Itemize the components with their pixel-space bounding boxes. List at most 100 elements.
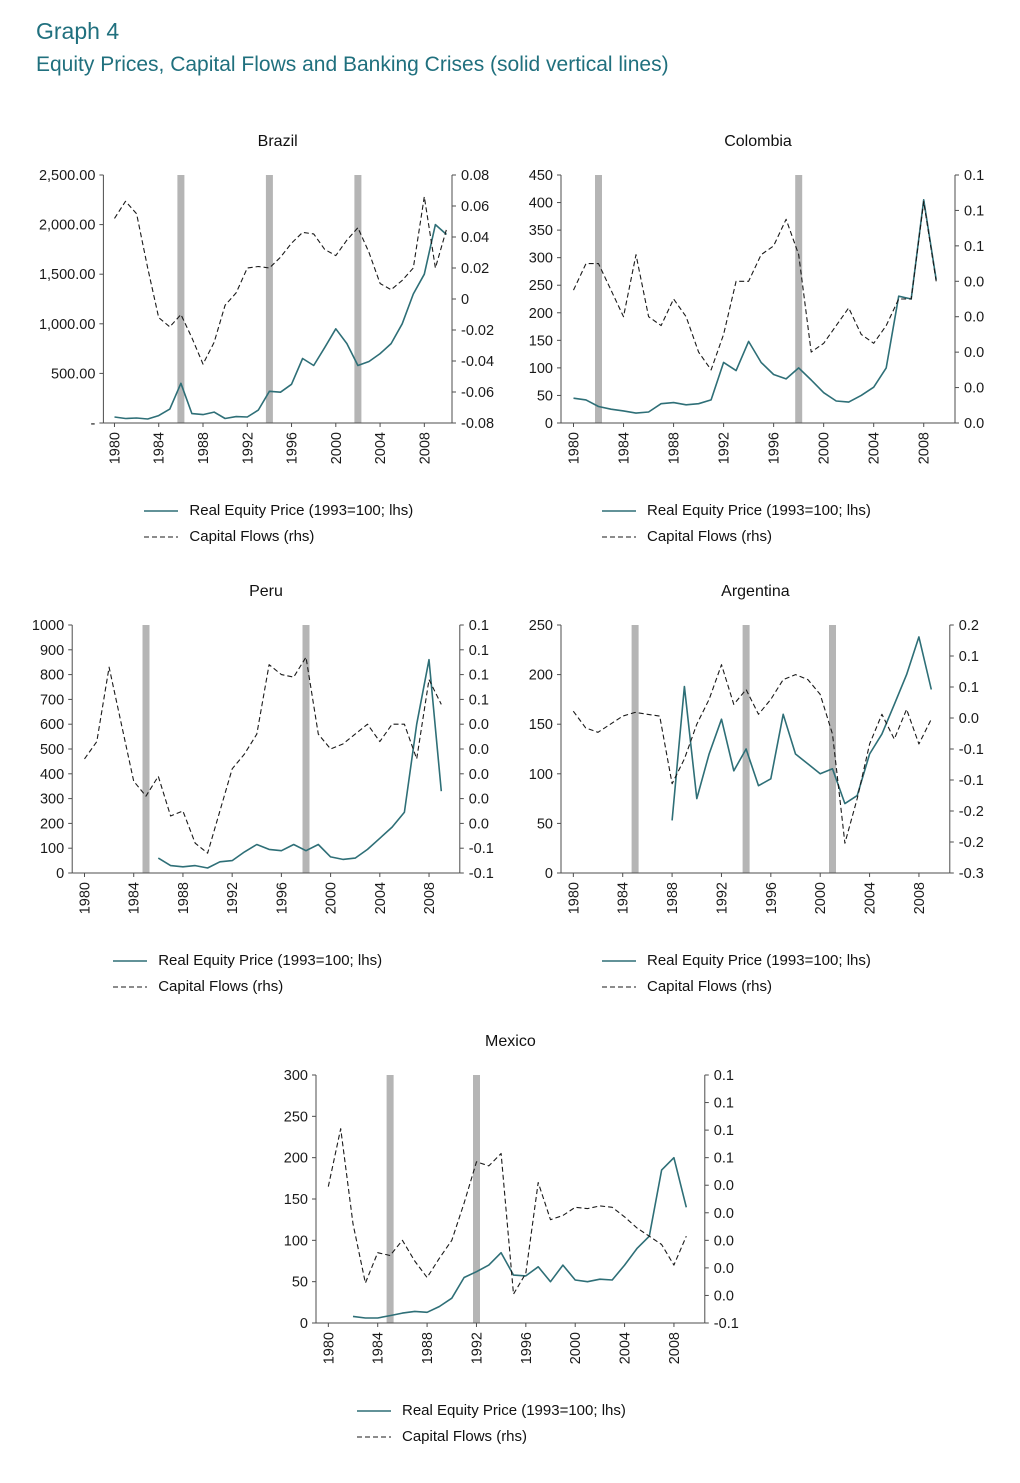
legend-flows-label: Capital Flows (rhs)	[647, 978, 773, 995]
plot-argentina: 250 200 150 100 50 0 0.2 0.1 0.1 0.0 -0.1 -0.1 -0.2 -…	[529, 618, 984, 914]
chart-panel-mexico: Mexico 300 250 200 150 100 50 0 0.1 0.1 0.1 0.1 0.0 0…	[270, 1033, 750, 1445]
banking-crisis-band	[354, 175, 362, 423]
left-tick-label: 2,500.00	[39, 168, 95, 184]
legend-item-flows: Capital Flows (rhs)	[601, 978, 995, 995]
legend-argentina: Real Equity Price (1993=100; lhs) Capital…	[601, 952, 995, 995]
right-tick-label: -0.08	[461, 416, 494, 432]
panel-title-peru: Peru	[249, 583, 283, 600]
panel-title-colombia: Colombia	[724, 133, 792, 150]
right-tick-label: 0.1	[714, 1068, 734, 1084]
legend-item-flows: Capital Flows (rhs)	[601, 528, 995, 545]
x-tick-label: 2008	[917, 432, 933, 464]
right-tick-label: -0.1	[959, 773, 984, 789]
x-tick-label: 1992	[715, 882, 731, 914]
left-tick-label: 0	[545, 416, 553, 432]
x-tick-label: 1984	[616, 882, 632, 914]
banking-crisis-band	[386, 1075, 394, 1323]
x-tick-label: 2008	[667, 1332, 683, 1364]
capital-flows-line	[114, 196, 448, 365]
legend-equity-label: Real Equity Price (1993=100; lhs)	[647, 952, 871, 969]
right-tick-label: 0.1	[959, 649, 979, 665]
chart-panel-argentina: Argentina 250 200 150 100 50 0 0.2 0.1 0.1 0.0 -0.1…	[515, 583, 995, 995]
right-tick-label: -0.1	[714, 1316, 739, 1332]
legend-flows-label: Capital Flows (rhs)	[647, 528, 773, 545]
legend-item-flows: Capital Flows (rhs)	[356, 1428, 750, 1445]
x-tick-label: 2000	[324, 882, 340, 914]
right-tick-label: -0.2	[959, 804, 984, 820]
banking-crisis-band	[302, 625, 310, 873]
right-tick-label: 0.0	[964, 345, 984, 361]
legend-flows-label: Capital Flows (rhs)	[402, 1428, 528, 1445]
left-tick-label: 1000	[32, 618, 64, 634]
legend-item-equity: Real Equity Price (1993=100; lhs)	[356, 1402, 750, 1419]
right-tick-label: 0.0	[469, 792, 489, 808]
legend-equity-swatch	[602, 959, 636, 962]
legend-flows-swatch	[357, 1435, 391, 1438]
legend-equity-swatch	[602, 509, 636, 512]
x-tick-label: 2000	[568, 1332, 584, 1364]
plot-brazil: 2,500.002,000.001,500.001,000.00500.00-0…	[39, 168, 494, 464]
left-tick-label: 1,000.00	[39, 317, 95, 333]
x-tick-label: 1996	[767, 432, 783, 464]
legend-item-flows: Capital Flows (rhs)	[112, 978, 505, 995]
legend-flows-swatch	[144, 535, 179, 538]
x-tick-label: 2008	[422, 882, 438, 914]
left-tick-label: 0	[545, 866, 553, 882]
left-tick-label: 250	[284, 1109, 308, 1125]
chart-panel-brazil: Brazil 2,500.00 2,000.00 1,500.00 1,000.00 50…	[25, 133, 505, 545]
banking-crisis-band	[265, 175, 273, 423]
legend-peru: Real Equity Price (1993=100; lhs) Capital…	[112, 952, 505, 995]
left-tick-label: 1,500.00	[39, 267, 95, 283]
right-tick-label: 0.1	[714, 1123, 734, 1139]
left-tick-label: 250	[529, 278, 553, 294]
right-tick-label: 0	[461, 292, 469, 308]
left-tick-label: 100	[284, 1233, 308, 1249]
x-tick-label: 2000	[817, 432, 833, 464]
left-tick-label: 100	[529, 361, 553, 377]
right-tick-label: 0.0	[469, 767, 489, 783]
left-tick-label: 300	[284, 1068, 308, 1084]
left-tick-label: 100	[529, 767, 553, 783]
left-tick-label: 500.00	[51, 366, 95, 382]
legend-flows-swatch	[602, 535, 636, 538]
x-tick-label: 1980	[566, 882, 582, 914]
right-tick-label: 0.2	[959, 618, 979, 634]
x-tick-label: 1996	[274, 882, 290, 914]
charts-row-3: Mexico 300 250 200 150 100 50 0 0.1 0.1 0.1 0.1 0.0 0…	[25, 1033, 995, 1445]
legend-item-flows: Capital Flows (rhs)	[143, 528, 505, 545]
right-tick-label: 0.0	[469, 816, 489, 832]
right-tick-label: 0.08	[461, 168, 489, 184]
left-tick-label: 900	[40, 643, 64, 659]
plot-peru: 100090080070060050040030020010000.10.10.…	[32, 618, 494, 914]
right-tick-label: 0.06	[461, 199, 489, 215]
left-tick-label: 200	[529, 306, 553, 322]
equity-price-line	[671, 636, 933, 821]
left-tick-label: 50	[292, 1275, 308, 1291]
right-tick-label: 0.1	[964, 168, 984, 184]
right-tick-label: 0.0	[959, 711, 979, 727]
charts-row-2: Peru 1000 900 800 700 600 500 400 300 200 100 0 0.1 0…	[25, 583, 995, 995]
legend-equity-swatch	[357, 1409, 391, 1412]
x-tick-label: 1988	[667, 432, 683, 464]
legend-item-equity: Real Equity Price (1993=100; lhs)	[601, 502, 995, 519]
legend-item-equity: Real Equity Price (1993=100; lhs)	[112, 952, 505, 969]
right-tick-label: 0.02	[461, 261, 489, 277]
legend-equity-label: Real Equity Price (1993=100; lhs)	[158, 952, 383, 969]
right-tick-label: 0.0	[469, 742, 489, 758]
right-tick-label: 0.1	[469, 668, 489, 684]
charts-grid: Brazil 2,500.00 2,000.00 1,500.00 1,000.00 50…	[0, 133, 1020, 1445]
legend-equity-swatch	[144, 509, 179, 512]
left-tick-label: 50	[537, 816, 553, 832]
right-tick-label: 0.1	[714, 1096, 734, 1112]
right-tick-label: 0.1	[469, 643, 489, 659]
left-tick-label: 0	[56, 866, 64, 882]
capital-flows-line	[327, 1128, 687, 1295]
left-tick-label: 400	[40, 767, 64, 783]
left-tick-label: 700	[40, 692, 64, 708]
right-tick-label: 0.1	[714, 1151, 734, 1167]
x-tick-label: 2004	[373, 432, 389, 464]
capital-flows-line	[84, 656, 442, 854]
x-tick-label: 1980	[78, 882, 94, 914]
panel-title-brazil: Brazil	[257, 133, 298, 150]
x-tick-label: 1988	[420, 1332, 436, 1364]
